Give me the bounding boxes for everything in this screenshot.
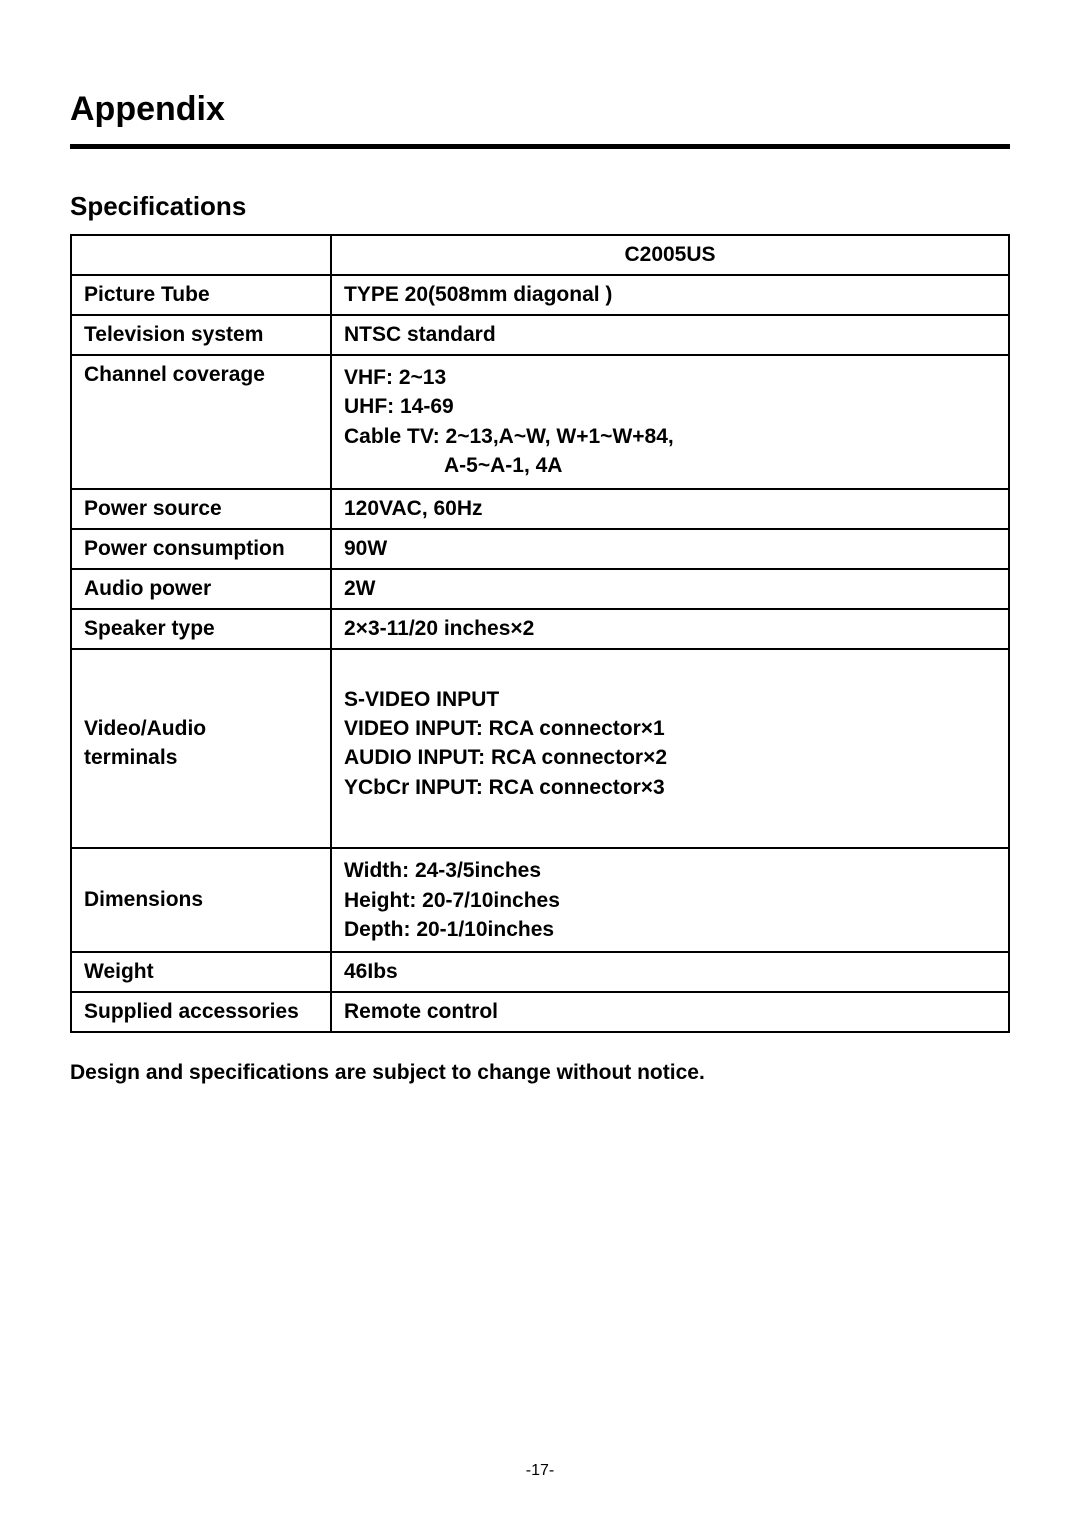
row-value: TYPE 20(508mm diagonal ) <box>331 275 1009 315</box>
row-value: NTSC standard <box>331 315 1009 355</box>
table-row: Dimensions Width: 24-3/5inches Height: 2… <box>71 848 1009 952</box>
va-label1: Video/Audio <box>84 717 206 740</box>
row-value: 2W <box>331 569 1009 609</box>
table-row: Television system NTSC standard <box>71 315 1009 355</box>
va-line1: S-VIDEO INPUT <box>344 685 996 714</box>
row-value: VHF: 2~13 UHF: 14-69 Cable TV: 2~13,A~W,… <box>331 355 1009 489</box>
spec-table: C2005US Picture Tube TYPE 20(508mm diago… <box>70 234 1010 1033</box>
va-line2: VIDEO INPUT: RCA connector×1 <box>344 714 996 743</box>
row-value: Width: 24-3/5inches Height: 20-7/10inche… <box>331 848 1009 952</box>
model-header: C2005US <box>331 235 1009 275</box>
row-label: Channel coverage <box>71 355 331 489</box>
table-row: Weight 46Ibs <box>71 952 1009 992</box>
title-underline <box>70 144 1010 149</box>
table-row: Power source 120VAC, 60Hz <box>71 489 1009 529</box>
cc-line3: Cable TV: 2~13,A~W, W+1~W+84, <box>344 422 996 451</box>
row-label: Supplied accessories <box>71 992 331 1032</box>
table-row: Speaker type 2×3-11/20 inches×2 <box>71 609 1009 649</box>
footnote: Design and specifications are subject to… <box>70 1061 1010 1085</box>
row-label: Power consumption <box>71 529 331 569</box>
row-label: Speaker type <box>71 609 331 649</box>
header-row: C2005US <box>71 235 1009 275</box>
row-value: Remote control <box>331 992 1009 1032</box>
row-label: Weight <box>71 952 331 992</box>
section-title: Specifications <box>70 191 1010 222</box>
row-value: 90W <box>331 529 1009 569</box>
page-number: -17- <box>526 1462 554 1480</box>
va-line4: YCbCr INPUT: RCA connector×3 <box>344 773 996 802</box>
cc-line4: A-5~A-1, 4A <box>344 451 996 480</box>
row-value: 2×3-11/20 inches×2 <box>331 609 1009 649</box>
dim-line2: Height: 20-7/10inches <box>344 886 996 915</box>
cc-line2: UHF: 14-69 <box>344 392 996 421</box>
table-row: Channel coverage VHF: 2~13 UHF: 14-69 Ca… <box>71 355 1009 489</box>
row-value: S-VIDEO INPUT VIDEO INPUT: RCA connector… <box>331 649 1009 849</box>
table-row: Power consumption 90W <box>71 529 1009 569</box>
cc-line1: VHF: 2~13 <box>344 363 996 392</box>
va-line3: AUDIO INPUT: RCA connector×2 <box>344 743 996 772</box>
appendix-title: Appendix <box>70 90 1010 129</box>
row-label: Picture Tube <box>71 275 331 315</box>
blank-header <box>71 235 331 275</box>
row-label: Power source <box>71 489 331 529</box>
dim-line3: Depth: 20-1/10inches <box>344 915 996 944</box>
row-value: 46Ibs <box>331 952 1009 992</box>
table-row: Video/Audio terminals S-VIDEO INPUT VIDE… <box>71 649 1009 849</box>
table-row: Supplied accessories Remote control <box>71 992 1009 1032</box>
table-row: Audio power 2W <box>71 569 1009 609</box>
row-label: Video/Audio terminals <box>71 649 331 849</box>
va-label2: terminals <box>84 746 177 769</box>
row-value: 120VAC, 60Hz <box>331 489 1009 529</box>
row-label: Television system <box>71 315 331 355</box>
row-label: Dimensions <box>71 848 331 952</box>
row-label: Audio power <box>71 569 331 609</box>
dim-line1: Width: 24-3/5inches <box>344 856 996 885</box>
table-row: Picture Tube TYPE 20(508mm diagonal ) <box>71 275 1009 315</box>
